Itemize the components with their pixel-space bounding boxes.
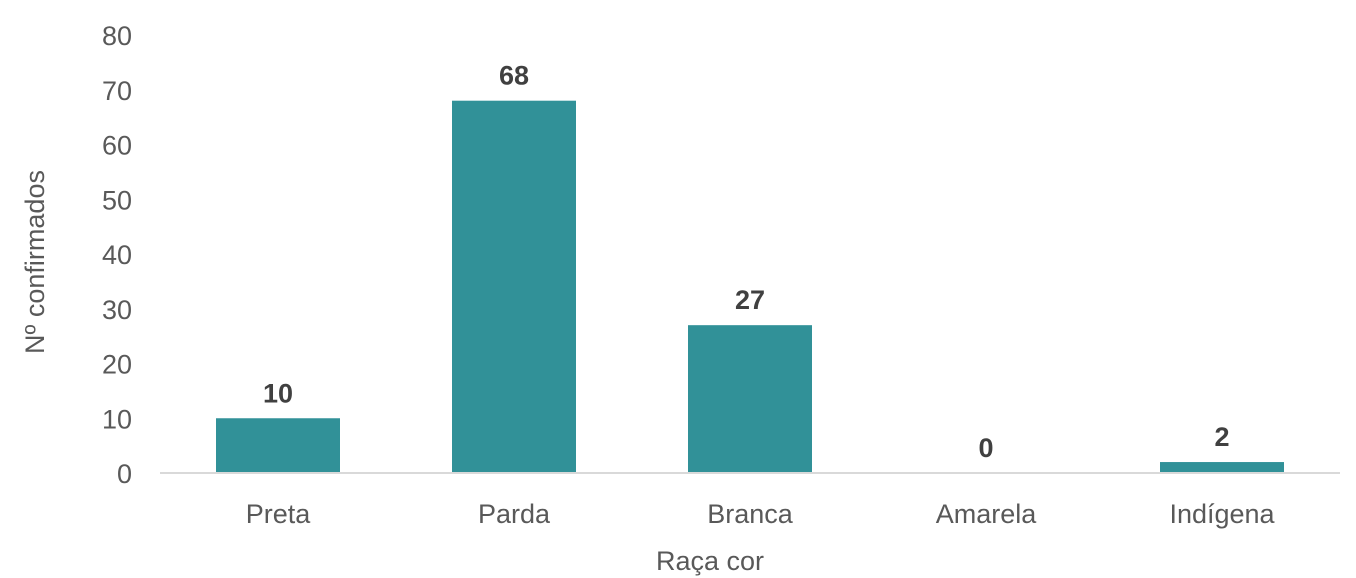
data-label: 10 <box>263 378 293 408</box>
y-tick-label: 10 <box>102 404 132 434</box>
bar-indígena <box>1160 462 1284 473</box>
y-tick-label: 50 <box>102 185 132 215</box>
bar-preta <box>216 418 340 473</box>
bar-parda <box>452 100 576 473</box>
x-axis-ticks: Preta Parda Branca Amarela Indígena <box>246 499 1276 529</box>
bars <box>216 100 1284 473</box>
bar-branca <box>688 325 812 473</box>
y-axis-title: Nº confirmados <box>20 170 50 354</box>
x-tick-label: Preta <box>246 499 312 529</box>
y-tick-label: 60 <box>102 131 132 161</box>
y-tick-label: 30 <box>102 295 132 325</box>
x-axis-title: Raça cor <box>656 546 764 576</box>
y-tick-label: 40 <box>102 240 132 270</box>
data-label: 2 <box>1214 422 1229 452</box>
x-tick-label: Branca <box>707 499 794 529</box>
x-tick-label: Parda <box>478 499 551 529</box>
x-tick-label: Amarela <box>936 499 1038 529</box>
data-label: 68 <box>499 61 529 91</box>
y-tick-label: 70 <box>102 76 132 106</box>
data-labels: 10 68 27 0 2 <box>263 61 1230 463</box>
y-tick-label: 20 <box>102 350 132 380</box>
y-axis-ticks: 0 10 20 30 40 50 60 70 80 <box>102 21 132 489</box>
data-label: 27 <box>735 285 765 315</box>
y-tick-label: 80 <box>102 21 132 51</box>
data-label: 0 <box>978 433 993 463</box>
y-tick-label: 0 <box>117 459 132 489</box>
x-tick-label: Indígena <box>1169 499 1275 529</box>
